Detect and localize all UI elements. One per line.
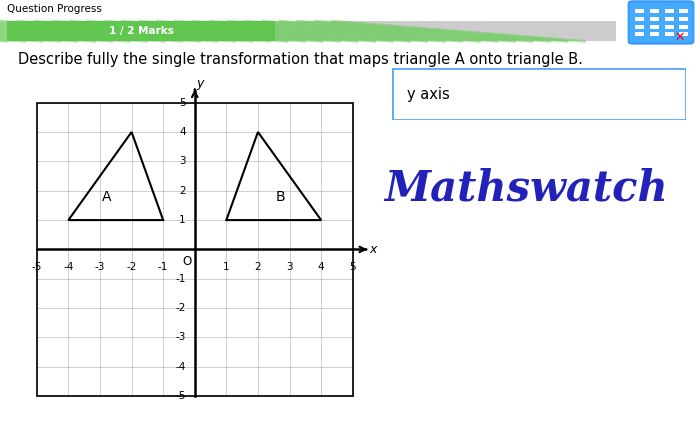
Bar xyxy=(650,9,659,14)
Text: 2: 2 xyxy=(179,186,186,196)
Text: Question Progress: Question Progress xyxy=(7,3,102,14)
Bar xyxy=(650,25,659,29)
Bar xyxy=(650,33,659,36)
Text: A: A xyxy=(102,190,111,204)
Text: Describe fully the single transformation that maps triangle A onto triangle B.: Describe fully the single transformation… xyxy=(18,52,582,68)
Text: y axis: y axis xyxy=(407,86,449,102)
Bar xyxy=(636,25,644,29)
Bar xyxy=(680,33,688,36)
Text: 5: 5 xyxy=(349,262,356,272)
Bar xyxy=(665,9,673,14)
Text: -2: -2 xyxy=(127,262,136,272)
Text: -4: -4 xyxy=(63,262,74,272)
Bar xyxy=(665,17,673,21)
Bar xyxy=(37,103,353,396)
Bar xyxy=(7,21,275,42)
Text: -1: -1 xyxy=(176,274,186,284)
Text: -2: -2 xyxy=(176,303,186,313)
Bar xyxy=(636,17,644,21)
Bar xyxy=(665,33,673,36)
Bar xyxy=(636,33,644,36)
Text: -3: -3 xyxy=(94,262,105,272)
Bar xyxy=(665,25,673,29)
Text: B: B xyxy=(275,190,285,204)
Text: 3: 3 xyxy=(286,262,293,272)
FancyBboxPatch shape xyxy=(629,1,694,44)
Text: -1: -1 xyxy=(158,262,169,272)
Text: -5: -5 xyxy=(176,391,186,401)
Bar xyxy=(636,9,644,14)
Text: 1: 1 xyxy=(223,262,230,272)
Text: O: O xyxy=(182,255,192,268)
Text: y: y xyxy=(197,77,204,90)
Text: -4: -4 xyxy=(176,362,186,372)
Bar xyxy=(650,17,659,21)
Text: -3: -3 xyxy=(176,333,186,342)
Text: 1 / 2 Marks: 1 / 2 Marks xyxy=(108,26,174,36)
Text: 2: 2 xyxy=(255,262,261,272)
Text: ✕: ✕ xyxy=(674,30,685,44)
Bar xyxy=(680,17,688,21)
Text: x: x xyxy=(370,243,377,256)
Bar xyxy=(680,25,688,29)
Text: 4: 4 xyxy=(179,127,186,137)
Bar xyxy=(680,9,688,14)
Bar xyxy=(7,21,616,42)
Text: 4: 4 xyxy=(318,262,324,272)
Text: 3: 3 xyxy=(179,156,186,166)
Text: Mathswatch: Mathswatch xyxy=(384,167,668,209)
Text: -5: -5 xyxy=(32,262,42,272)
Text: 1: 1 xyxy=(179,215,186,225)
Text: 5: 5 xyxy=(179,98,186,108)
